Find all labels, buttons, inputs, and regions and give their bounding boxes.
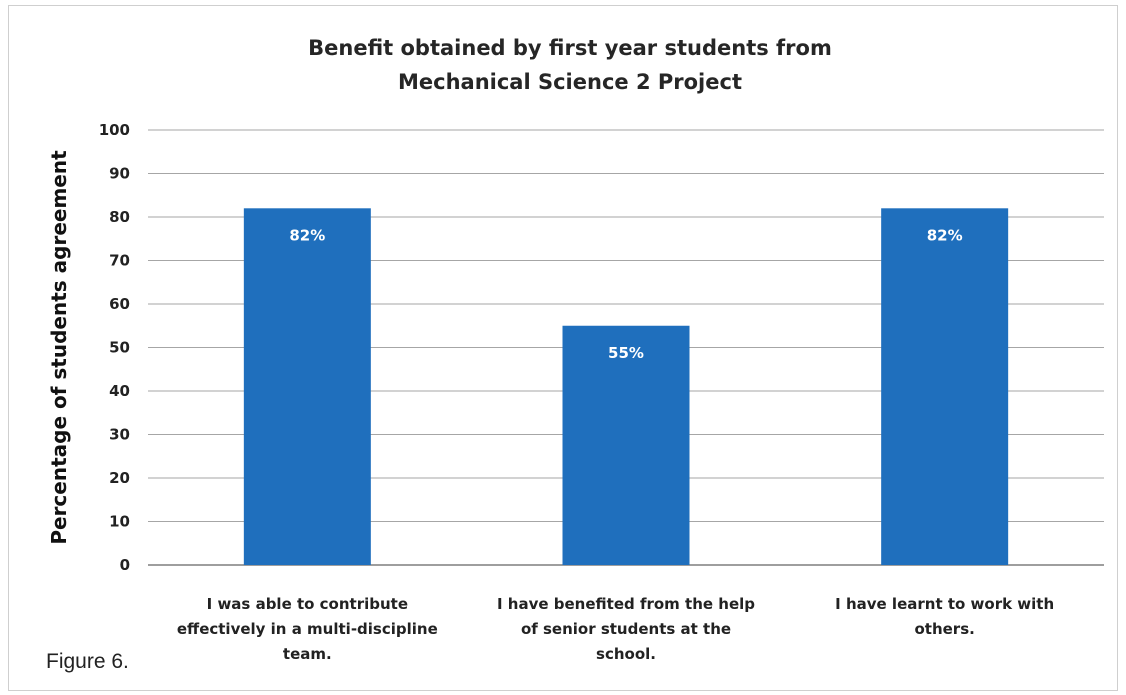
x-category-label-1-line-2: effectively in a multi-discipline — [177, 620, 438, 638]
y-tick-label-90: 90 — [109, 165, 130, 183]
y-tick-label-20: 20 — [109, 469, 130, 487]
y-tick-label-80: 80 — [109, 208, 130, 226]
chart-frame — [8, 5, 1118, 691]
chart-title-line-2: Mechanical Science 2 Project — [398, 70, 742, 94]
chart-title-line-1: Benefit obtained by first year students … — [308, 36, 832, 60]
data-label-2: 55% — [608, 344, 644, 362]
y-tick-label-30: 30 — [109, 426, 130, 444]
bar-2 — [562, 325, 690, 565]
y-tick-label-0: 0 — [120, 556, 130, 574]
x-category-label-2-line-1: I have benefited from the help — [497, 595, 755, 613]
x-category-label-3-line-2: others. — [914, 620, 974, 638]
x-category-label-2-line-3: school. — [596, 645, 656, 663]
y-tick-label-70: 70 — [109, 252, 130, 270]
x-category-label-3-line-1: I have learnt to work with — [835, 595, 1054, 613]
y-tick-label-50: 50 — [109, 339, 130, 357]
data-label-1: 82% — [289, 226, 325, 244]
figure-caption: Figure 6. — [46, 650, 129, 673]
x-category-label-1-line-3: team. — [283, 645, 332, 663]
y-tick-label-10: 10 — [109, 513, 130, 531]
x-category-label-1-line-1: I was able to contribute — [207, 595, 408, 613]
data-label-3: 82% — [927, 226, 963, 244]
y-tick-label-60: 60 — [109, 295, 130, 313]
y-tick-label-100: 100 — [99, 121, 130, 139]
y-tick-label-40: 40 — [109, 382, 130, 400]
bar-3 — [881, 208, 1009, 566]
bar-1 — [243, 208, 371, 566]
x-category-label-2-line-2: of senior students at the — [521, 620, 731, 638]
y-axis-title: Percentage of students agreement — [47, 150, 71, 545]
